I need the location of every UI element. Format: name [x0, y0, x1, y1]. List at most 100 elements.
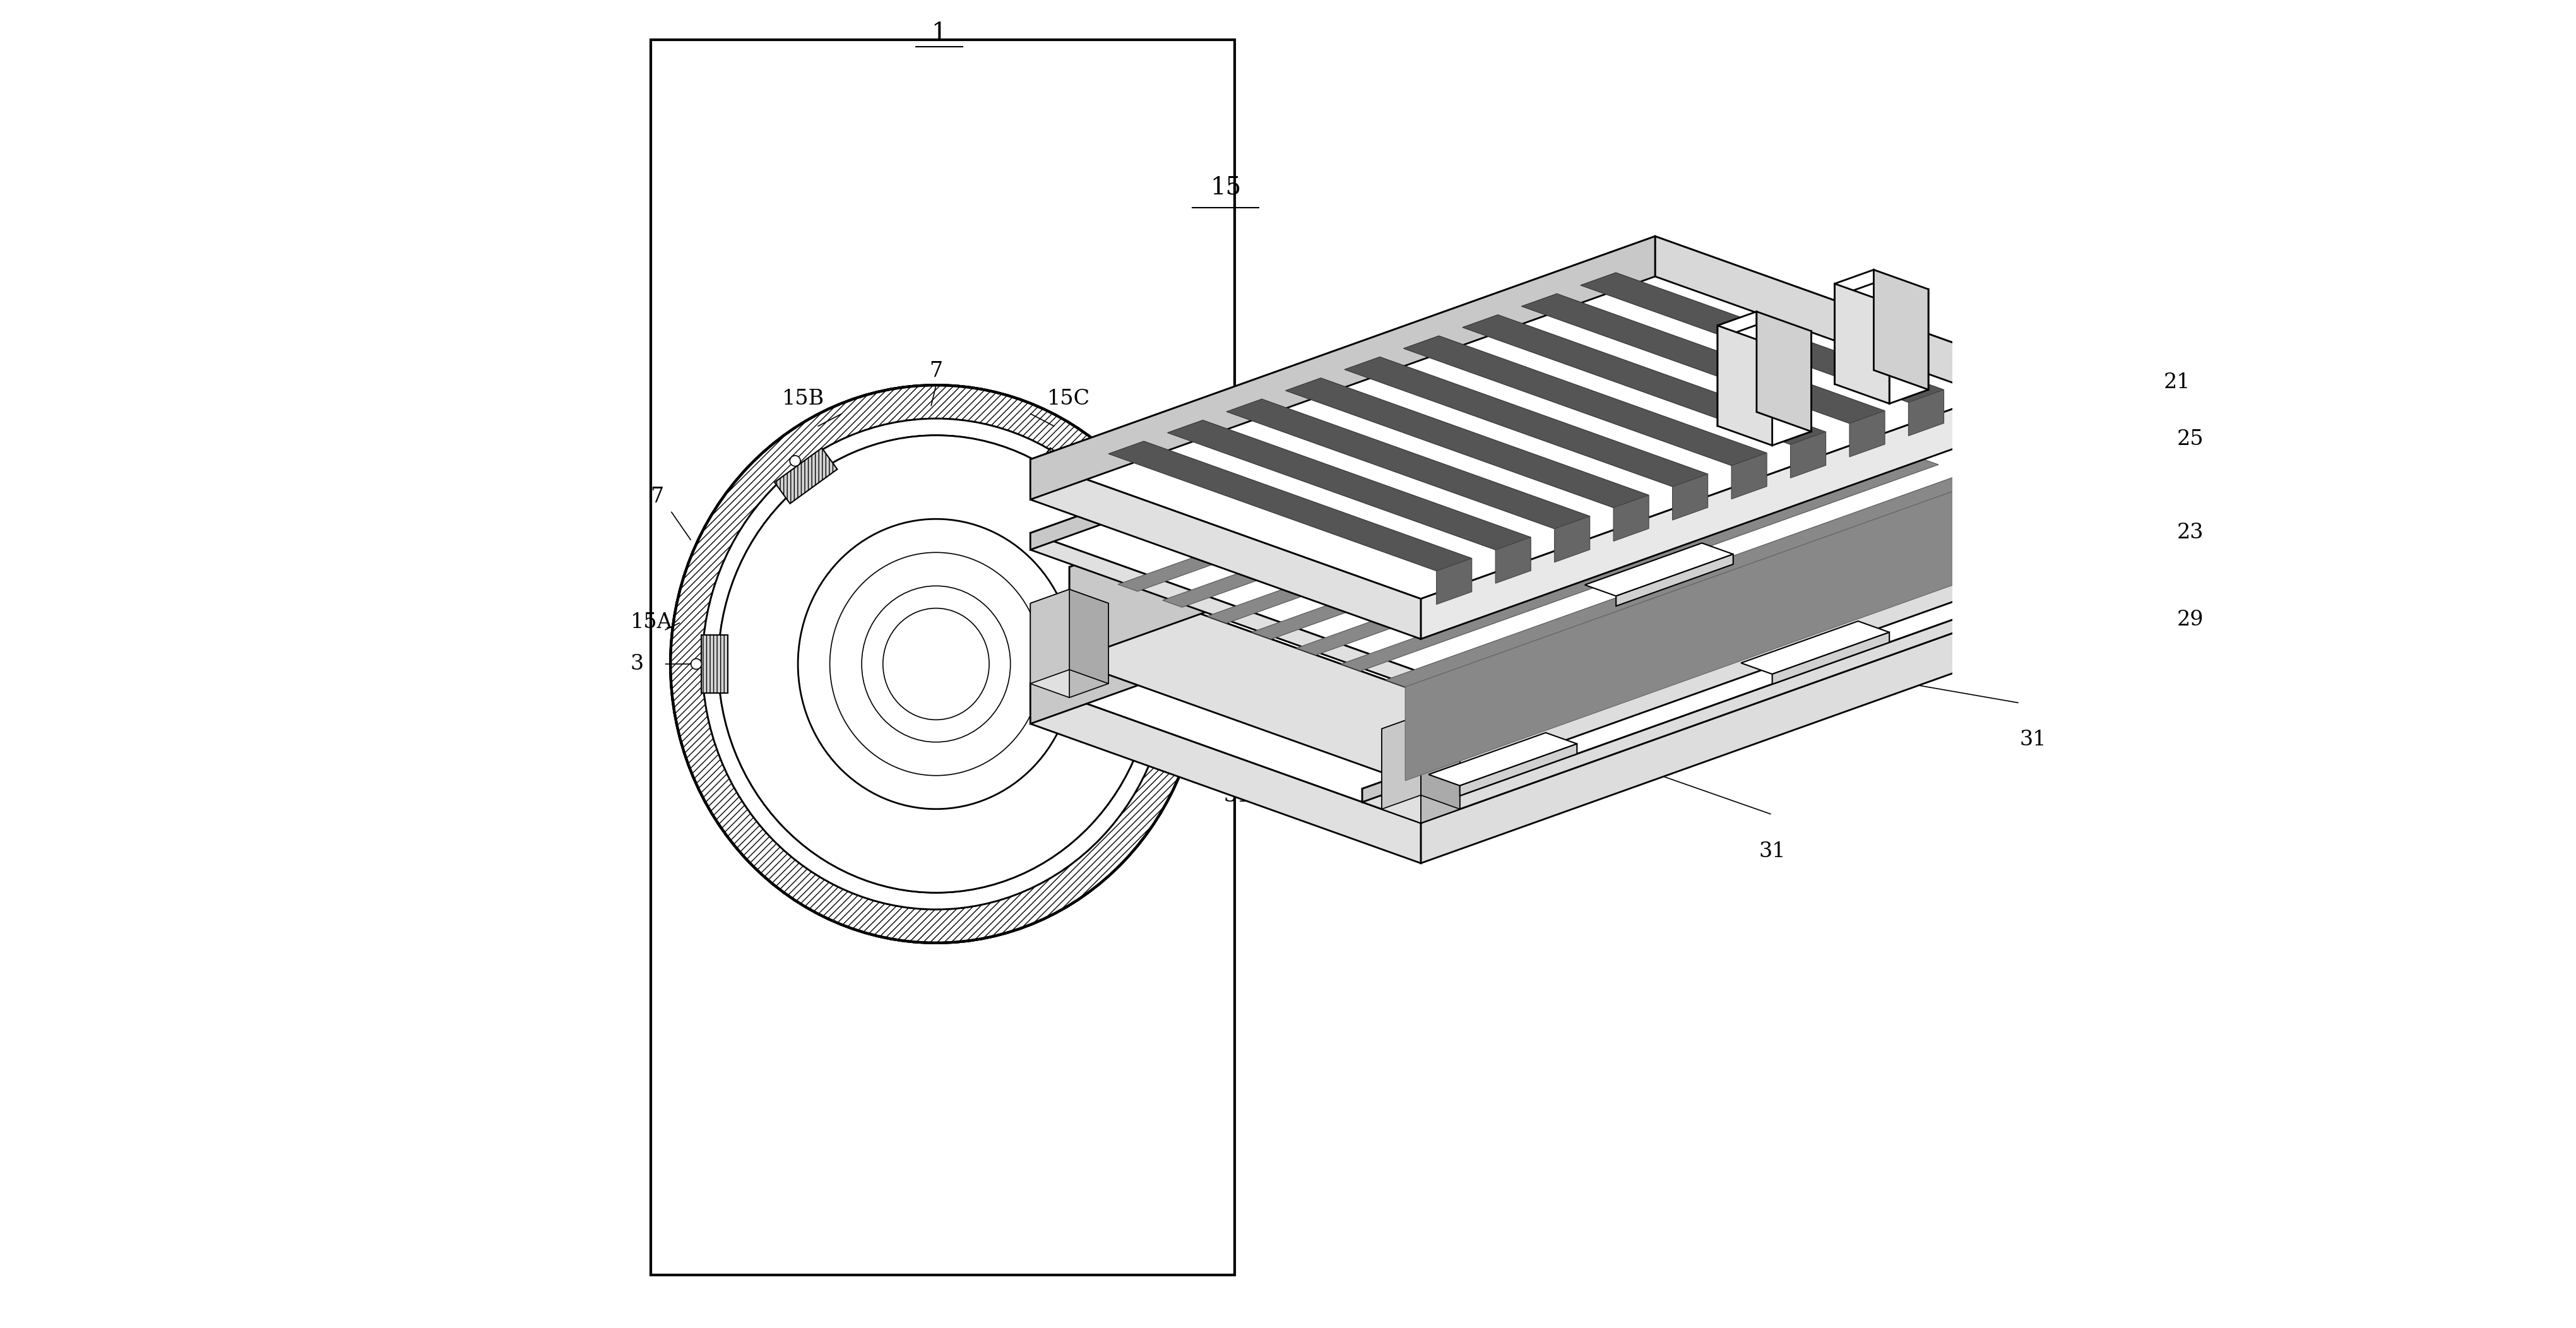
Polygon shape — [1968, 506, 2045, 534]
Polygon shape — [1656, 236, 2045, 416]
Text: 7: 7 — [1208, 486, 1221, 507]
Text: 15C: 15C — [1048, 389, 1090, 409]
Polygon shape — [701, 635, 729, 693]
Ellipse shape — [829, 552, 1043, 776]
Ellipse shape — [690, 659, 701, 669]
Polygon shape — [1030, 461, 2045, 823]
Polygon shape — [1873, 270, 1929, 389]
Polygon shape — [2007, 519, 2045, 614]
Polygon shape — [1030, 459, 1422, 639]
Text: 21: 21 — [2164, 372, 2190, 393]
Text: 7: 7 — [652, 486, 665, 507]
Polygon shape — [1834, 270, 1873, 384]
Polygon shape — [1834, 283, 1929, 316]
Polygon shape — [1497, 538, 1530, 583]
Polygon shape — [1030, 461, 1656, 724]
Polygon shape — [1069, 603, 1108, 697]
Ellipse shape — [703, 418, 1170, 910]
Polygon shape — [1030, 603, 1069, 697]
Polygon shape — [1036, 448, 1097, 503]
Polygon shape — [1404, 336, 1767, 466]
Polygon shape — [1422, 600, 2045, 863]
Ellipse shape — [791, 456, 801, 466]
Polygon shape — [1069, 590, 1108, 684]
Ellipse shape — [719, 436, 1154, 892]
Polygon shape — [1757, 312, 1811, 432]
Polygon shape — [1069, 361, 1646, 661]
Polygon shape — [1118, 378, 1716, 591]
Polygon shape — [2007, 506, 2045, 600]
Polygon shape — [1731, 453, 1767, 499]
Text: 11: 11 — [963, 696, 989, 716]
Polygon shape — [1404, 481, 1984, 781]
Polygon shape — [1030, 309, 1656, 550]
Polygon shape — [1296, 442, 1893, 655]
Polygon shape — [1381, 714, 1422, 809]
Polygon shape — [1741, 622, 1888, 675]
Polygon shape — [1672, 474, 1708, 521]
Polygon shape — [1030, 533, 1422, 689]
Polygon shape — [1646, 361, 2007, 583]
Polygon shape — [1772, 331, 1811, 445]
Polygon shape — [1888, 290, 1929, 404]
Polygon shape — [1522, 293, 1886, 424]
Polygon shape — [1718, 312, 1757, 426]
Polygon shape — [1968, 506, 2007, 600]
Polygon shape — [1584, 543, 1734, 596]
Polygon shape — [1108, 441, 1471, 571]
Polygon shape — [1909, 389, 1945, 436]
Polygon shape — [1461, 744, 1577, 795]
Polygon shape — [1285, 378, 1649, 507]
Ellipse shape — [719, 436, 1154, 892]
Polygon shape — [1968, 519, 2007, 614]
Text: 9: 9 — [1224, 732, 1236, 752]
Polygon shape — [1030, 236, 2045, 599]
Polygon shape — [1422, 587, 2045, 823]
Text: 31: 31 — [1759, 841, 1785, 862]
Polygon shape — [1430, 733, 1577, 786]
Polygon shape — [1553, 517, 1589, 562]
Text: 17A: 17A — [922, 660, 966, 680]
Text: 31: 31 — [1224, 786, 1249, 806]
Polygon shape — [1030, 684, 1422, 863]
Polygon shape — [1030, 590, 1069, 684]
Polygon shape — [1226, 398, 1589, 529]
Ellipse shape — [670, 385, 1200, 943]
Text: 15D: 15D — [1255, 709, 1298, 730]
Polygon shape — [1342, 458, 1940, 671]
Polygon shape — [1772, 632, 1888, 684]
Polygon shape — [1582, 272, 1945, 402]
Polygon shape — [1069, 361, 2007, 696]
Polygon shape — [1030, 590, 1108, 618]
Text: 15B: 15B — [783, 389, 824, 409]
Polygon shape — [1252, 426, 1850, 639]
Text: 29: 29 — [2177, 610, 2202, 629]
Polygon shape — [1381, 714, 1461, 742]
Text: 25: 25 — [2177, 429, 2202, 449]
Text: 3: 3 — [631, 653, 644, 675]
Text: 7: 7 — [930, 361, 943, 381]
Polygon shape — [1615, 554, 1734, 606]
Ellipse shape — [1072, 456, 1082, 466]
Polygon shape — [1167, 420, 1530, 550]
Polygon shape — [1422, 729, 1461, 823]
Polygon shape — [1986, 566, 2045, 600]
Ellipse shape — [884, 608, 989, 720]
Polygon shape — [1381, 729, 1422, 823]
Polygon shape — [1030, 236, 1656, 499]
Text: 15: 15 — [1211, 177, 1242, 199]
Polygon shape — [1422, 714, 1461, 809]
Polygon shape — [1656, 309, 2045, 466]
Polygon shape — [1656, 461, 2045, 640]
Bar — [652, 40, 1234, 1275]
Polygon shape — [1430, 489, 2007, 789]
Polygon shape — [1030, 309, 2045, 672]
Polygon shape — [1345, 357, 1708, 486]
Polygon shape — [1613, 495, 1649, 542]
Polygon shape — [1386, 474, 1984, 687]
Text: 27: 27 — [1146, 624, 1172, 644]
Polygon shape — [1463, 315, 1826, 445]
Polygon shape — [1790, 432, 1826, 478]
Polygon shape — [1437, 558, 1471, 604]
Polygon shape — [1850, 410, 1886, 457]
